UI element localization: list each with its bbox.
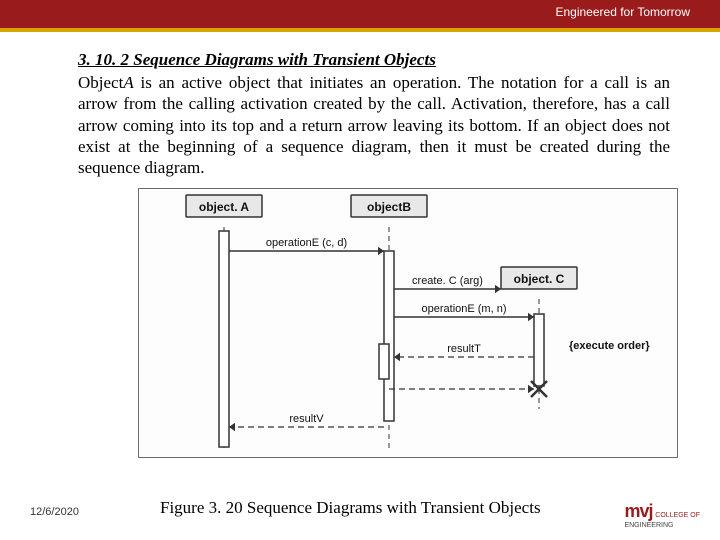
- svg-text:operationE (c, d): operationE (c, d): [266, 237, 347, 249]
- figure-caption: Figure 3. 20 Sequence Diagrams with Tran…: [160, 498, 541, 518]
- logo-big: mvj: [624, 501, 652, 521]
- body-object-name: A: [123, 73, 133, 92]
- header-bar: Engineered for Tomorrow: [0, 0, 720, 28]
- section-title: 3. 10. 2 Sequence Diagrams with Transien…: [78, 50, 670, 70]
- svg-text:operationE (m, n): operationE (m, n): [422, 303, 507, 315]
- svg-text:object. C: object. C: [514, 272, 565, 286]
- svg-text:resultV: resultV: [289, 413, 324, 425]
- date-stamp: 12/6/2020: [30, 506, 79, 518]
- svg-text:object. A: object. A: [199, 200, 250, 214]
- header-tagline: Engineered for Tomorrow: [555, 5, 690, 19]
- svg-text:objectB: objectB: [367, 200, 411, 214]
- svg-text:{execute order}: {execute order}: [569, 340, 650, 352]
- svg-text:create. C (arg): create. C (arg): [412, 275, 483, 287]
- logo-line1: COLLEGE OF: [655, 512, 700, 519]
- logo-line2: ENGINEERING: [624, 522, 673, 529]
- svg-text:resultT: resultT: [447, 343, 481, 355]
- sequence-diagram: object. A objectB object. C operationE (c, …: [138, 188, 678, 458]
- body-prefix: Object: [78, 73, 123, 92]
- body-rest: is an active object that initiates an op…: [78, 73, 670, 177]
- college-logo: mvj COLLEGE OF ENGINEERING: [624, 502, 700, 530]
- content-area: 3. 10. 2 Sequence Diagrams with Transien…: [0, 42, 720, 458]
- body-paragraph: ObjectA is an active object that initiat…: [78, 72, 670, 178]
